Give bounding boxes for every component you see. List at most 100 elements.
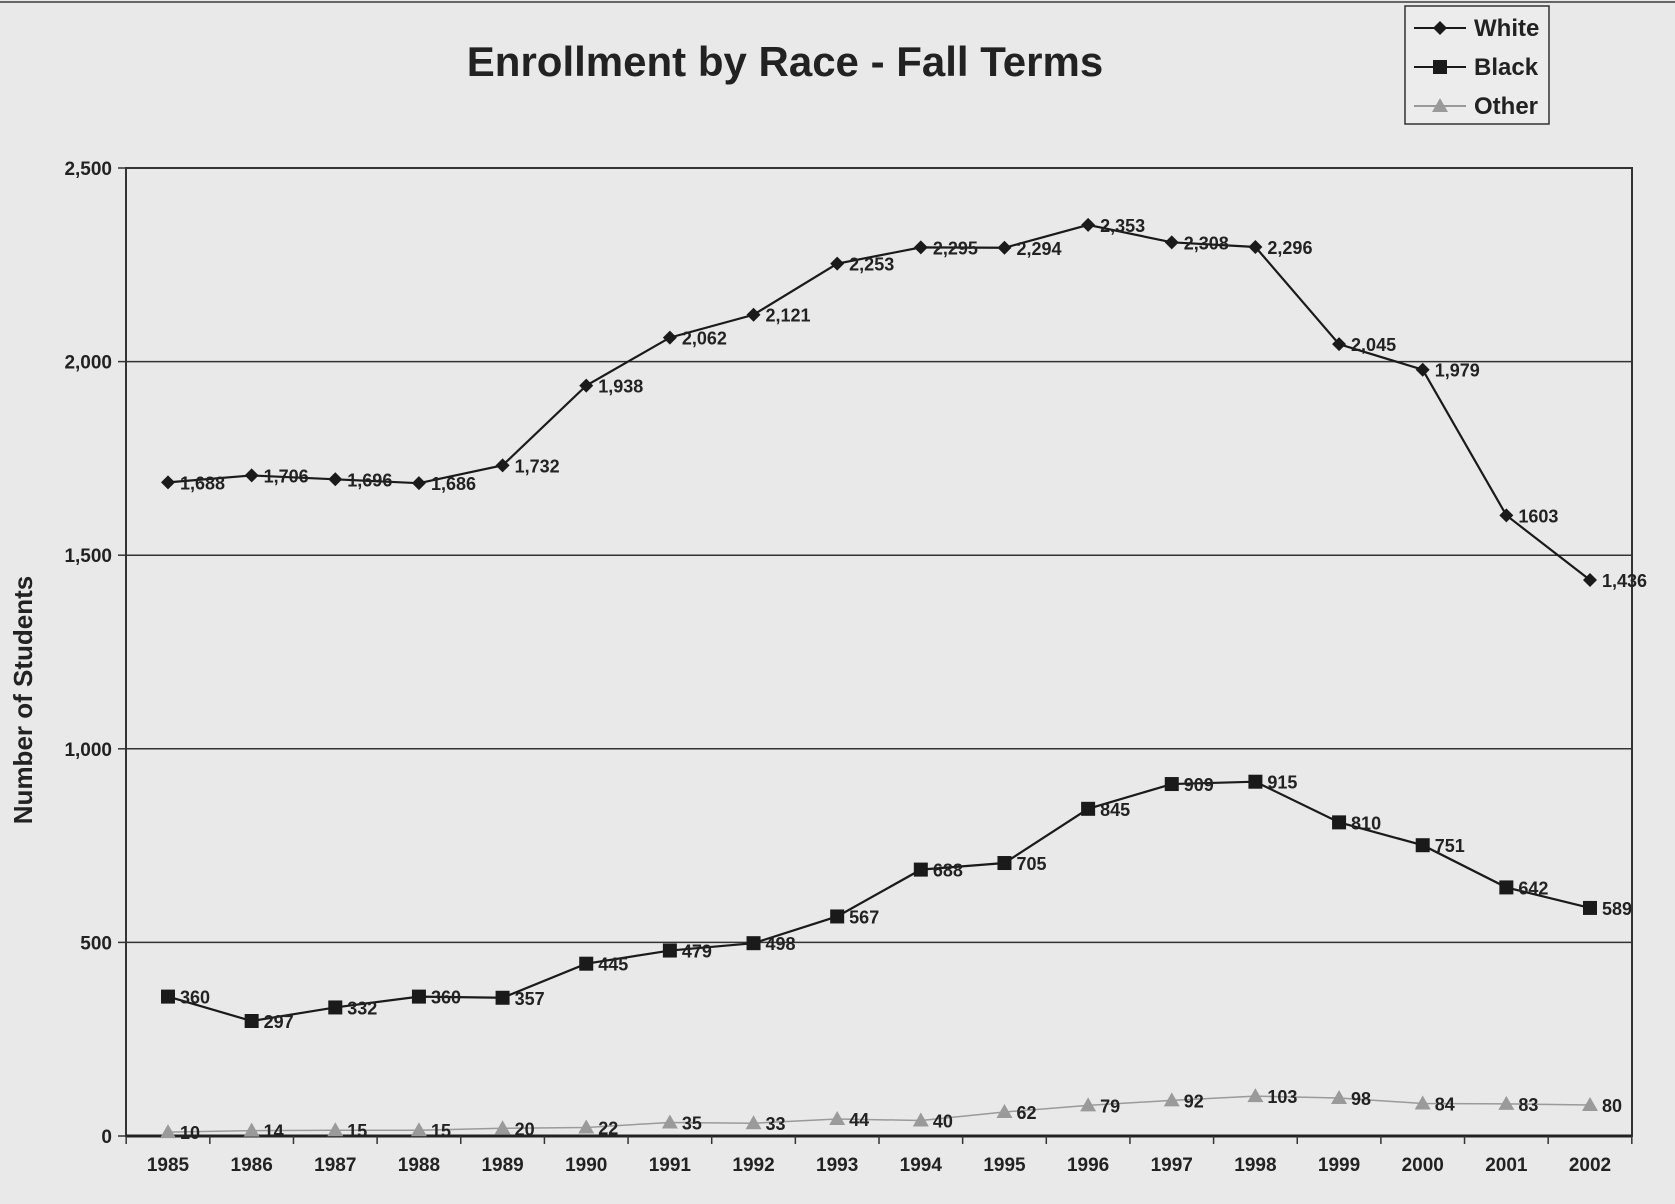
series-white-data-label: 1,436 bbox=[1602, 571, 1647, 591]
series-white-data-label: 1,938 bbox=[598, 377, 643, 397]
series-other-data-label: 98 bbox=[1351, 1089, 1371, 1109]
series-other-data-label: 10 bbox=[180, 1123, 200, 1143]
x-tick-label: 1987 bbox=[314, 1155, 356, 1176]
series-white-data-label: 2,253 bbox=[849, 255, 894, 275]
y-tick-label: 500 bbox=[80, 933, 112, 954]
series-black-point bbox=[1415, 838, 1430, 853]
x-tick-label: 1997 bbox=[1151, 1155, 1193, 1176]
series-black-point bbox=[913, 862, 928, 877]
series-layer: 1,688 1,706 1,696 1,686 1,732 1,938 2,062 2,121… bbox=[160, 216, 1647, 1143]
y-axis-ticks: 0 500 1,000 1,500 2,000 2,500 bbox=[64, 159, 126, 1148]
series-other-data-label: 62 bbox=[1016, 1103, 1036, 1123]
legend-other-point bbox=[1432, 98, 1448, 112]
series-other-point bbox=[160, 1124, 176, 1139]
series-other: 10 14 15 15 20 22 35 33 44 40 62 79 92 103 98 84 83 80 bbox=[160, 1087, 1622, 1143]
series-other-line bbox=[167, 1095, 1591, 1133]
series-other-data-label: 33 bbox=[766, 1114, 786, 1134]
x-tick-label: 1993 bbox=[816, 1155, 858, 1176]
series-white-data-label: 1,979 bbox=[1435, 361, 1480, 381]
series-other-point bbox=[410, 1122, 427, 1137]
series-white-data-label: 1,688 bbox=[180, 473, 225, 493]
x-tick-label: 2000 bbox=[1402, 1155, 1444, 1176]
series-other-data-label: 103 bbox=[1267, 1087, 1297, 1107]
y-tick-label: 2,000 bbox=[64, 353, 112, 374]
series-other-point bbox=[327, 1122, 344, 1137]
series-black-data-label: 360 bbox=[180, 988, 210, 1008]
series-other-point bbox=[1582, 1097, 1598, 1112]
series-black-point bbox=[579, 956, 594, 971]
series-other-point bbox=[661, 1114, 678, 1129]
series-black-data-label: 810 bbox=[1351, 813, 1381, 833]
series-other-data-label: 15 bbox=[431, 1121, 451, 1141]
series-other-data-label: 44 bbox=[849, 1110, 869, 1130]
series-black-data-label: 479 bbox=[682, 942, 712, 962]
series-black-data-label: 498 bbox=[766, 934, 796, 954]
series-white-data-label: 2,296 bbox=[1267, 238, 1312, 258]
x-tick-label: 1988 bbox=[398, 1155, 440, 1176]
series-other-point bbox=[829, 1110, 846, 1125]
series-white-data-label: 2,121 bbox=[766, 306, 811, 326]
x-tick-label: 1985 bbox=[147, 1155, 190, 1176]
series-other-data-label: 80 bbox=[1602, 1096, 1622, 1116]
y-tick-label: 1,500 bbox=[64, 546, 112, 567]
series-white-data-label: 2,308 bbox=[1184, 233, 1229, 253]
series-black-line bbox=[167, 780, 1591, 1023]
series-black-data-label: 845 bbox=[1100, 800, 1130, 820]
series-white-data-label: 2,045 bbox=[1351, 335, 1396, 355]
legend-white-label: White bbox=[1474, 15, 1539, 42]
series-black-point bbox=[1499, 880, 1514, 895]
series-other-point bbox=[1163, 1092, 1180, 1107]
series-white-data-label: 1603 bbox=[1518, 506, 1558, 526]
series-black-data-label: 705 bbox=[1016, 854, 1046, 874]
series-white-point bbox=[1081, 217, 1096, 232]
series-black-point bbox=[244, 1014, 259, 1029]
series-black-data-label: 915 bbox=[1267, 773, 1297, 793]
series-black-data-label: 642 bbox=[1518, 878, 1548, 898]
series-black-point bbox=[1081, 801, 1096, 816]
series-black-data-label: 445 bbox=[598, 955, 628, 975]
legend-box bbox=[1404, 5, 1550, 125]
y-tick-label: 1,000 bbox=[64, 740, 112, 761]
legend: White Black Other bbox=[1404, 5, 1550, 125]
series-black-point bbox=[662, 943, 677, 958]
series-other-point bbox=[1247, 1088, 1264, 1103]
legend-other-label: Other bbox=[1474, 93, 1538, 120]
series-other-data-label: 92 bbox=[1184, 1091, 1204, 1111]
x-tick-label: 1990 bbox=[565, 1155, 607, 1176]
series-other-point bbox=[1414, 1095, 1431, 1110]
series-other-point bbox=[243, 1122, 260, 1137]
series-other-data-label: 40 bbox=[933, 1112, 953, 1132]
series-black-point bbox=[830, 909, 845, 924]
x-axis-ticks: 1985 1986 1987 1988 1989 1990 1991 1992 1993 1994… bbox=[125, 1134, 1633, 1176]
x-tick-label: 1986 bbox=[231, 1155, 273, 1176]
series-black-data-label: 332 bbox=[347, 998, 377, 1018]
series-white-data-label: 2,353 bbox=[1100, 216, 1145, 236]
x-tick-label: 1995 bbox=[983, 1155, 1026, 1176]
series-black-point bbox=[1332, 815, 1347, 830]
series-black-data-label: 567 bbox=[849, 907, 879, 927]
series-other-data-label: 20 bbox=[515, 1119, 535, 1139]
series-other-point bbox=[1498, 1095, 1515, 1110]
series-white-data-label: 2,295 bbox=[933, 238, 978, 258]
y-tick-label: 2,500 bbox=[64, 159, 112, 180]
x-tick-label: 1989 bbox=[481, 1155, 523, 1176]
chart-title: Enrollment by Race - Fall Terms bbox=[467, 38, 1103, 85]
series-white-point bbox=[1583, 572, 1597, 587]
series-other-data-label: 79 bbox=[1100, 1096, 1120, 1116]
series-white: 1,688 1,706 1,696 1,686 1,732 1,938 2,062 2,121… bbox=[161, 216, 1647, 591]
series-black-data-label: 688 bbox=[933, 861, 963, 881]
series-other-point bbox=[745, 1115, 762, 1130]
series-other-point bbox=[494, 1120, 511, 1135]
x-tick-label: 2001 bbox=[1485, 1155, 1528, 1176]
legend-black-point bbox=[1433, 60, 1447, 74]
series-other-data-label: 22 bbox=[598, 1118, 618, 1138]
series-other-data-label: 35 bbox=[682, 1113, 702, 1133]
x-tick-label: 1992 bbox=[732, 1155, 774, 1176]
legend-white-point bbox=[1433, 21, 1447, 35]
series-white-point bbox=[579, 378, 594, 393]
series-black-data-label: 357 bbox=[515, 989, 545, 1009]
series-other-data-label: 84 bbox=[1435, 1094, 1455, 1114]
series-black-point bbox=[161, 989, 175, 1004]
